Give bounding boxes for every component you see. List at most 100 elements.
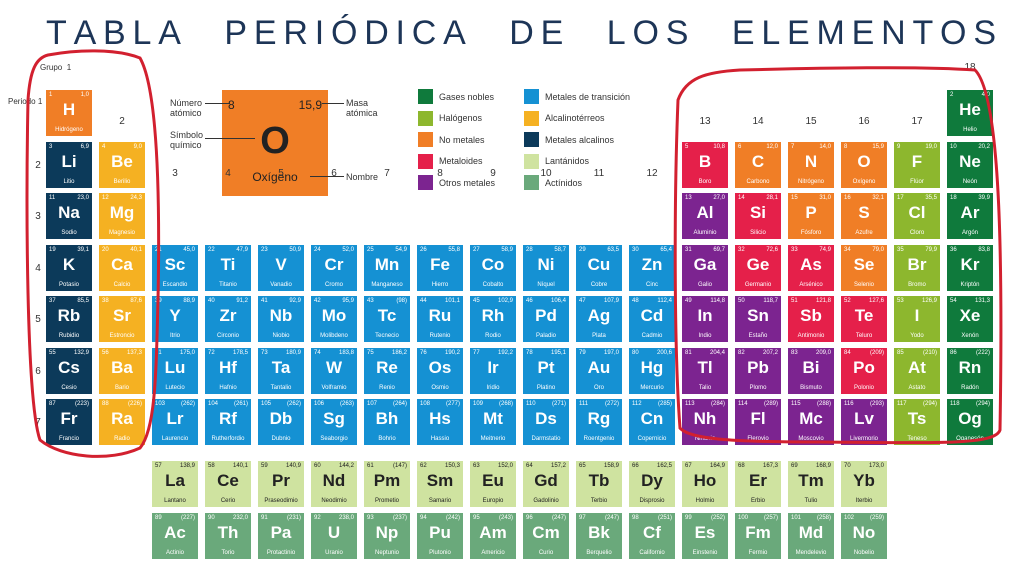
atomic-mass: 173,0 [868,463,884,469]
element-name: Terbio [590,498,608,504]
element-name: Polonio [853,384,874,391]
element-cell-lr: 103 (262) Lr Laurencio [152,399,198,445]
legend-swatch [524,89,539,104]
element-symbol: Cs [58,357,80,377]
element-symbol: Og [958,409,982,428]
element-cell-la: 57 138,9 La Lantano [152,461,198,507]
title-word: T A B L A [46,13,181,52]
element-cell-ts: 117 (294) Ts Teneso [894,399,940,445]
element-symbol: Zr [219,306,237,325]
atomic-mass: 32,1 [872,195,884,201]
atomic-mass: 178,5 [232,349,248,356]
element-name: Estroncio [109,333,135,339]
element-name: Protactinio [266,550,296,556]
atomic-mass: 14,0 [819,143,831,150]
element-name: Torio [221,550,235,556]
element-name: Rodio [485,333,501,339]
atomic-number: 95 [473,515,480,521]
element-symbol: Br [907,254,927,274]
element-name: Aluminio [693,230,717,236]
element-symbol: Ca [111,254,133,274]
element-name: Rutenio [429,333,451,339]
element-name: Oro [593,384,604,391]
element-name: Einstenio [692,550,718,556]
element-symbol: Pm [373,471,401,490]
key-line-mass [322,103,344,104]
atomic-mass: 209,0 [815,349,831,356]
atomic-number: 94 [420,515,427,521]
element-symbol: Mo [321,306,347,325]
element-name: Tulio [804,498,818,504]
atomic-number: 41 [261,298,268,304]
atomic-mass: (237) [392,515,407,521]
element-symbol: S [858,203,870,222]
atomic-mass: 19,0 [925,143,937,150]
atomic-number: 18 [950,195,957,201]
element-name: Moscovio [798,436,824,442]
element-symbol: Tl [697,357,713,377]
atomic-number: 93 [367,515,374,521]
atomic-number: 113 [685,401,695,407]
element-name: Rubidio [58,333,80,339]
element-name: Manganeso [371,281,403,288]
element-cell-fm: 100 (257) Fm Fermio [735,513,781,559]
element-name: Magnesio [108,230,135,236]
atomic-mass: 186,2 [391,349,407,356]
element-symbol: U [327,523,341,542]
atomic-mass: (293) [869,401,884,407]
element-name: Flúor [910,178,924,185]
element-symbol: Ds [535,409,557,428]
element-cell-cm: 96 (247) Cm Curio [523,513,569,559]
element-symbol: Pa [270,523,292,542]
atomic-number: 109 [473,401,484,407]
element-cell-tl: 81 204,4 Tl Talio [682,347,728,394]
atomic-number: 67 [685,463,692,469]
atomic-number: 100 [738,515,749,521]
atomic-mass: 197,0 [603,349,619,356]
atomic-mass: (223) [74,401,89,407]
element-symbol: Cd [640,306,664,325]
element-name: Hierro [431,281,449,288]
group-number-6: 6 [331,168,337,179]
element-symbol: Cu [587,254,611,274]
element-cell-al: 13 27,0 Al Aluminio [682,193,728,239]
atomic-number: 114 [738,401,748,407]
title-word: P E R I Ó D I C A [224,13,466,52]
key-symbol: O [260,120,290,162]
element-symbol: Rh [481,306,505,325]
element-cell-sm: 62 150,3 Sm Samario [417,461,463,507]
element-name: Uranio [325,550,343,556]
element-cell-ru: 44 101,1 Ru Rutenio [417,296,463,342]
atomic-mass: 85,5 [77,298,89,304]
element-cell-nb: 41 92,9 Nb Niobio [258,296,304,342]
atomic-number: 98 [632,515,639,521]
legend-item: Alcalinotérreos [524,110,605,126]
legend-label: Actínidos [545,177,583,188]
atomic-number: 72 [208,349,215,356]
element-cell-at: 85 (210) At Astato [894,347,940,394]
atomic-number: 52 [844,298,851,304]
atomic-number: 103 [155,401,166,407]
element-symbol: Fl [750,409,766,428]
key-name: Oxígeno [252,170,298,184]
element-name: Xenón [961,333,979,339]
element-symbol: Sg [323,409,345,428]
element-name: Oxígeno [852,178,876,185]
element-name: Iridio [486,384,500,391]
element-symbol: Bi [802,357,820,377]
atomic-number: 14 [738,195,745,201]
element-name: Cadmio [641,333,663,339]
element-symbol: Er [749,471,767,490]
group-number-15: 15 [805,116,817,127]
element-symbol: Eu [482,471,504,490]
element-name: Teluro [855,333,873,339]
element-cell-w: 74 183,8 W Volframio [311,347,357,394]
element-name: Lutecio [165,384,185,391]
atomic-number: 17 [897,195,904,201]
element-cell-sg: 106 (263) Sg Seaborgio [311,399,357,445]
element-symbol: Nd [322,471,346,490]
element-cell-pd: 46 106,4 Pd Paladio [523,296,569,342]
atomic-mass: 164,9 [709,463,725,469]
element-symbol: Pt [537,357,555,377]
element-cell-xe: 54 131,3 Xe Xenón [947,296,993,342]
